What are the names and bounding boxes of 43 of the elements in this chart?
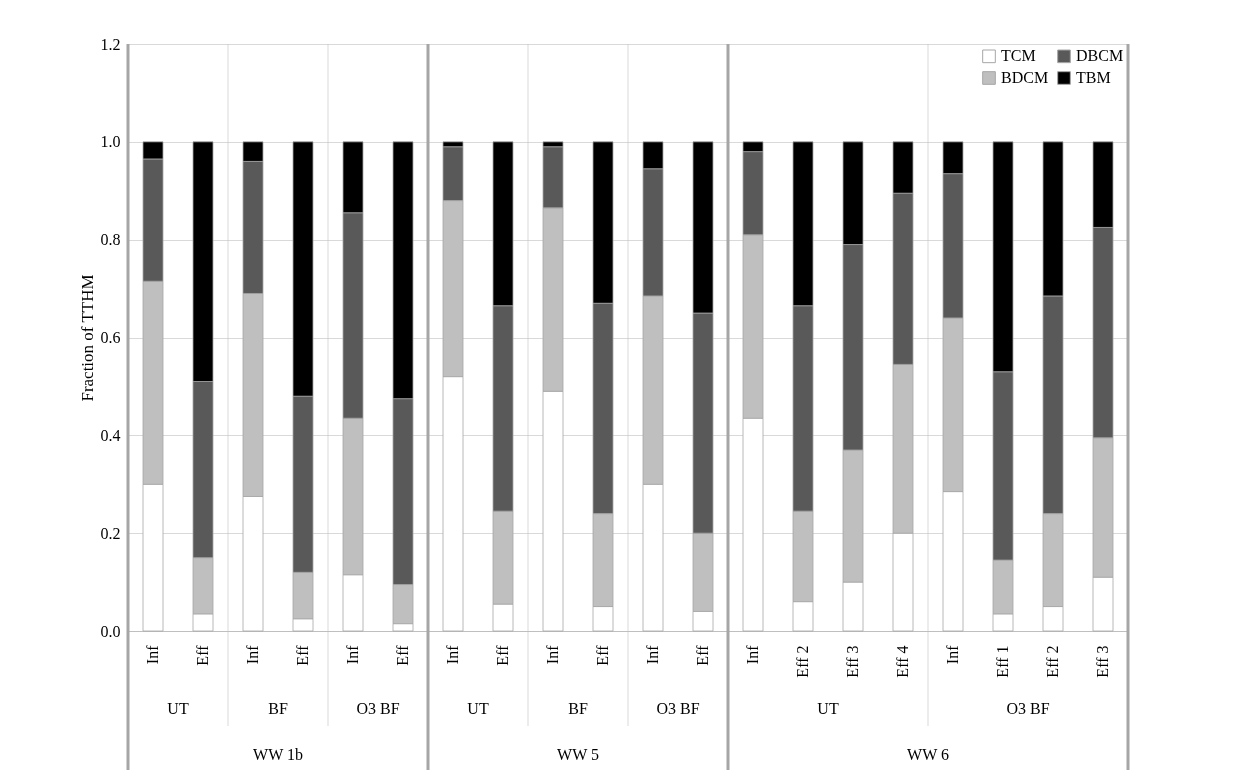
text: O3 BF	[356, 700, 400, 717]
x-tick-label: Inf	[244, 644, 261, 665]
x-tick-label: Eff	[694, 644, 711, 666]
x-tick-label: Inf	[744, 644, 761, 665]
x-tick-label: Inf	[944, 644, 961, 665]
x-tick-label: Eff 1	[994, 645, 1011, 678]
x-tick-label: Eff 4	[894, 645, 911, 678]
x-tick-label: Eff 2	[1044, 645, 1061, 678]
legend-label: BDCM	[1001, 69, 1049, 86]
text: UT	[467, 700, 489, 717]
text: WW 5	[557, 746, 599, 763]
y-tick-label: 0.2	[100, 524, 121, 542]
text: BF	[568, 700, 588, 717]
x-tick-label: Eff	[594, 644, 611, 666]
text: WW 6	[907, 746, 949, 763]
y-axis-title: Fraction of TTHM	[77, 274, 97, 402]
legend-label: DBCM	[1076, 47, 1124, 65]
y-tick-label: 1.0	[100, 133, 121, 151]
x-tick-label: Eff 3	[1094, 645, 1111, 678]
x-tick-label: Eff	[294, 644, 311, 666]
y-tick-label: 0.0	[100, 622, 121, 640]
x-tick-label: Inf	[644, 644, 661, 665]
text: UT	[167, 700, 189, 717]
legend-label: TBM	[1076, 69, 1111, 86]
text: O3 BF	[1006, 700, 1050, 717]
x-tick-label: Inf	[544, 644, 561, 665]
legend-label: TCM	[1001, 47, 1036, 65]
x-tick-label: Eff	[194, 644, 211, 666]
x-tick-label: Eff	[394, 644, 411, 666]
text: WW 1b	[253, 746, 303, 763]
y-tick-label: 1.2	[100, 35, 121, 53]
y-tick-label: 0.6	[100, 329, 121, 346]
x-tick-label: Eff	[494, 644, 511, 666]
text: O3 BF	[656, 700, 700, 717]
x-tick-label: Inf	[444, 644, 461, 665]
y-tick-label: 0.4	[100, 426, 121, 444]
x-tick-label: Inf	[344, 644, 361, 665]
x-tick-label: Inf	[144, 644, 161, 665]
x-tick-label: Eff 2	[794, 645, 811, 678]
x-tick-label: Eff 3	[844, 645, 861, 678]
text: BF	[268, 700, 288, 717]
y-tick-label: 0.8	[100, 231, 121, 249]
text: UT	[817, 700, 839, 717]
